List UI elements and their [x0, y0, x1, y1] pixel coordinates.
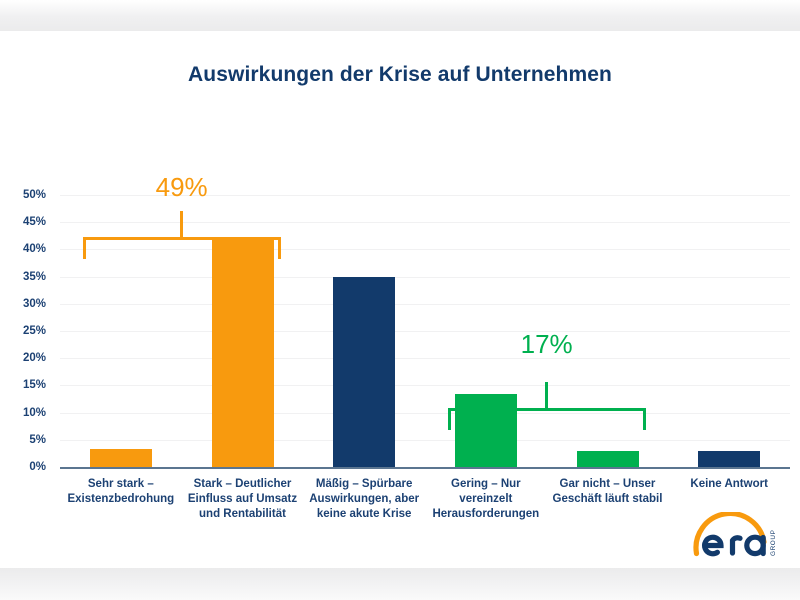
slide-frame-bottom-band: [0, 568, 800, 600]
x-axis-category-label-line: Stark – Deutlicher: [193, 478, 292, 490]
x-axis-category-label-line: Geschäft läuft stabil: [552, 493, 663, 505]
bar: [698, 450, 761, 467]
gridline: [60, 303, 790, 305]
x-axis-category-label-line: Keine Antwort: [690, 478, 768, 490]
bracket-end-tick: [277, 237, 281, 259]
gridline: [60, 412, 790, 414]
y-axis-tick-label: 30%: [22, 297, 46, 310]
gridline: [60, 331, 790, 332]
y-axis-tick-label: 25%: [22, 325, 46, 337]
bracket-stem: [180, 211, 184, 237]
x-axis-category-label-line: keine akute Krise: [316, 508, 412, 520]
y-axis-tick-label: 15%: [22, 379, 46, 392]
bar: [89, 448, 152, 467]
bracket-value-label: 17%: [520, 329, 573, 359]
bracket-horizontal-line: [447, 408, 646, 411]
x-axis-category-label: Stark – Deutlicher Einfluss auf Umsatz und…: [182, 477, 304, 522]
y-axis-tick-label: 50%: [22, 189, 46, 201]
gridline: [60, 358, 790, 360]
bar: [333, 276, 396, 467]
page-title: Auswirkungen der Krise auf Unternehmen: [188, 63, 612, 86]
x-axis-category-label: Mäßig – Spürbare Auswirkungen, aber keine …: [303, 477, 425, 522]
slide-canvas: Auswirkungen der Krise auf Unternehmen 0…: [0, 31, 800, 568]
era-group-logo: GROUP: [680, 512, 784, 564]
y-axis-tick-label: 0%: [29, 461, 46, 473]
y-axis-tick-label: 45%: [22, 216, 46, 229]
x-axis-category-label-line: Einfluss auf Umsatz: [187, 493, 298, 505]
x-axis-category-label: Gering – Nur vereinzelt Herausforderungen: [425, 477, 547, 522]
gridline: [60, 385, 790, 387]
x-axis-category-label-line: Auswirkungen, aber: [309, 493, 420, 505]
bracket-end-tick: [642, 408, 646, 430]
y-axis-tick-label: 40%: [22, 243, 46, 256]
x-axis-category-label-line: Herausforderungen: [432, 508, 540, 520]
x-axis-line: [60, 467, 790, 469]
x-axis-category-label-line: vereinzelt: [459, 493, 513, 505]
logo-sub-text: GROUP: [770, 530, 777, 556]
x-axis-category-label-line: Gar nicht – Unser: [559, 478, 656, 490]
x-axis-category-label-line: Existenzbedrohung: [67, 493, 175, 505]
bracket-horizontal-line: [82, 237, 281, 240]
y-axis-tick-label: 35%: [22, 270, 46, 283]
x-axis-category-label-line: Sehr stark –: [87, 478, 154, 490]
y-axis-tick-label: 20%: [22, 352, 46, 365]
y-axis-tick-label: 5%: [29, 433, 46, 446]
plot-area: [60, 195, 790, 469]
gridline: [60, 439, 790, 441]
x-axis-category-label: Sehr stark – Existenzbedrohung: [60, 477, 182, 507]
bar: [576, 450, 639, 467]
gridline: [60, 249, 790, 251]
y-axis-tick-label: 10%: [22, 406, 46, 419]
x-axis-category-label: Keine Antwort: [668, 477, 790, 492]
bar: [211, 237, 274, 467]
x-axis-category-label-line: Gering – Nur: [451, 478, 521, 490]
bracket-end-tick: [82, 237, 86, 259]
slide-frame-top-band: [0, 0, 800, 31]
bar: [454, 393, 517, 467]
bracket-value-label: 49%: [155, 172, 208, 202]
bracket-stem: [545, 382, 549, 408]
bracket-end-tick: [447, 408, 451, 430]
x-axis-category-label-line: Mäßig – Spürbare: [315, 478, 413, 490]
gridline: [60, 195, 790, 196]
x-axis-category-label-line: und Rentabilität: [199, 508, 286, 520]
gridline: [60, 222, 790, 224]
gridline: [60, 276, 790, 278]
x-axis-category-label: Gar nicht – Unser Geschäft läuft stabil: [547, 477, 669, 507]
